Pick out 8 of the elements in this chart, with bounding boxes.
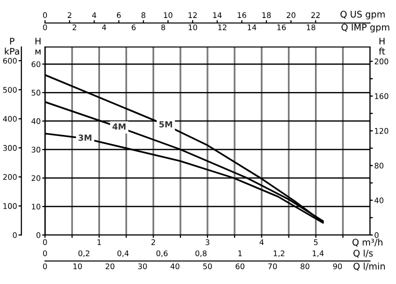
x2-axis-title: Q US gpm	[340, 10, 385, 20]
text: Q IMP gpm	[342, 24, 390, 32]
x-axis-title: Q m³/h	[352, 238, 382, 247]
y2-axis-title: H ft	[378, 38, 386, 55]
y3-axis-title: P kPa	[4, 38, 20, 55]
y-axis-title: H м	[35, 38, 41, 55]
text: Q l/s	[354, 250, 373, 258]
text: Q l/min	[354, 262, 385, 271]
